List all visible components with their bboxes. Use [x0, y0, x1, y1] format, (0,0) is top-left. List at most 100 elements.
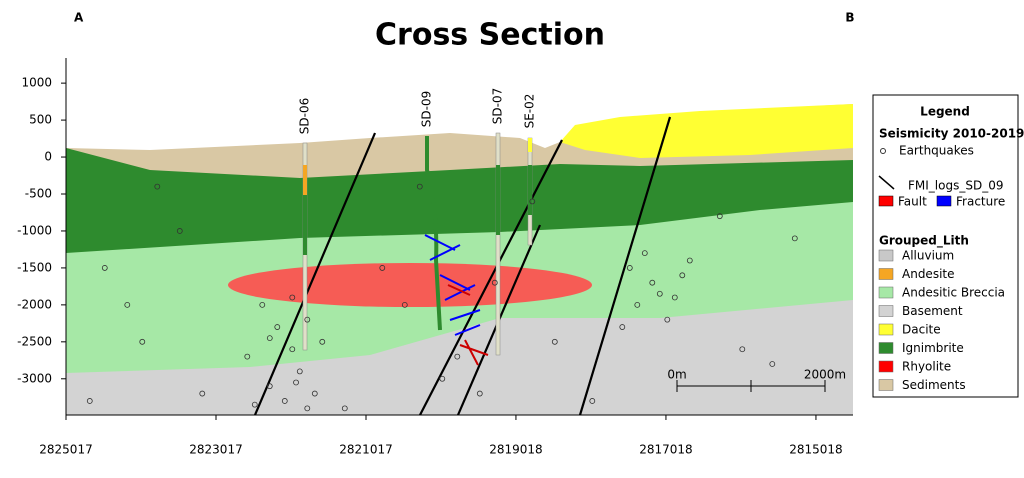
- legend-swatch: [878, 305, 894, 317]
- y-tick-label: -2500: [17, 334, 52, 348]
- x-tick-label: 2825017: [39, 443, 92, 457]
- earthquake: [289, 294, 296, 301]
- legend-label: Earthquakes: [899, 144, 974, 158]
- earthquake: [589, 398, 596, 404]
- fault: [253, 132, 377, 416]
- chart-title: Cross Section: [375, 18, 605, 53]
- x-tick-label: 2821017: [339, 443, 392, 457]
- legend-symbol: [878, 175, 895, 190]
- earthquake: [154, 183, 161, 190]
- earthquake: [716, 213, 723, 220]
- well-ignimbrite: [303, 195, 307, 255]
- fracture: [424, 234, 481, 336]
- legend-label: Dacite: [902, 323, 941, 337]
- fmi-logs: [424, 234, 489, 366]
- earthquake: [671, 294, 678, 301]
- earthquake: [251, 401, 258, 408]
- earthquake: [311, 390, 318, 397]
- well-label: SD-06: [298, 98, 312, 134]
- earthquake: [304, 405, 311, 412]
- x-tick-label: 2823017: [189, 443, 242, 457]
- legend-swatch: [878, 268, 894, 280]
- earthquake: [416, 183, 423, 190]
- x-tick-label: 2817018: [639, 443, 692, 457]
- earthquake: [259, 301, 266, 308]
- legend-label: Fracture: [956, 195, 1005, 209]
- well-label: SE-02: [523, 94, 537, 129]
- dacite: [560, 104, 853, 158]
- earthquake: [626, 265, 633, 271]
- earthquake: [769, 361, 776, 367]
- earthquake: [619, 324, 626, 330]
- scale-label: 0m: [667, 368, 686, 382]
- legend-label: Andesitic Breccia: [902, 286, 1005, 300]
- legend-swatch: [878, 195, 894, 207]
- y-tick-label: -500: [25, 187, 52, 201]
- well-label: SD-07: [491, 88, 505, 124]
- y-tick-label: -1500: [17, 260, 52, 274]
- earthquake: [341, 405, 348, 412]
- earthquake: [266, 335, 273, 342]
- earthquake: [476, 390, 483, 397]
- well-dacite: [528, 138, 532, 152]
- legend-label: Sediments: [902, 378, 966, 392]
- fault-log: [447, 284, 489, 366]
- legend-label: FMI_logs_SD_09: [908, 179, 1003, 193]
- earthquake: [791, 235, 798, 242]
- legend-label: Ignimbrite: [902, 341, 964, 355]
- earthquake: [101, 265, 108, 271]
- legend-box: [872, 94, 1019, 398]
- y-tick-label: -1000: [17, 223, 52, 237]
- geology: [66, 100, 853, 416]
- legend-label: Basement: [902, 304, 963, 318]
- earthquake: [266, 383, 273, 390]
- earthquake: [491, 279, 498, 286]
- earthquake: [139, 338, 146, 345]
- legend-swatch: [936, 195, 952, 207]
- legend-symbol: [880, 148, 886, 154]
- legend-swatch: [878, 342, 894, 354]
- earthquake: [529, 198, 536, 205]
- earthquake: [679, 272, 686, 279]
- well-andesite: [303, 165, 307, 195]
- earthquake: [274, 324, 281, 330]
- earthquake: [289, 346, 296, 353]
- earthquake: [454, 353, 461, 360]
- scale-bar: 0m 2000m: [667, 368, 846, 392]
- earthquake: [641, 250, 648, 257]
- y-tick-label: 500: [29, 113, 52, 127]
- legend-label: Alluvium: [902, 249, 954, 263]
- legend-swatch: [878, 286, 894, 299]
- earthquake: [319, 338, 326, 345]
- rhyolite-body: [228, 263, 592, 307]
- earthquake: [656, 290, 663, 297]
- legend-heading: Seismicity 2010-2019: [879, 127, 1024, 141]
- fault: [419, 139, 563, 416]
- y-tick-label: -3000: [17, 371, 52, 385]
- well: [495, 132, 501, 356]
- legend-swatch: [878, 249, 894, 262]
- earthquake: [379, 265, 386, 271]
- end-label: A: [74, 11, 84, 25]
- fault: [578, 116, 672, 416]
- well-label: SD-09: [420, 91, 434, 127]
- legend-label: Fault: [898, 195, 927, 209]
- legend: Legend Seismicity 2010-2019 Earthquakes …: [872, 94, 1024, 398]
- y-tick-label: 0: [44, 150, 52, 164]
- earthquake: [439, 375, 446, 382]
- earthquake: [551, 338, 558, 345]
- earthquake: [739, 346, 746, 353]
- earthquake: [281, 398, 288, 404]
- earthquake: [686, 257, 693, 264]
- scale-label: 2000m: [804, 368, 846, 382]
- x-tick-label: 2815018: [789, 443, 842, 457]
- earthquake: [86, 398, 93, 404]
- earthquake: [296, 368, 303, 375]
- earthquake: [244, 353, 251, 360]
- earthquake: [664, 316, 671, 323]
- legend-label: Rhyolite: [902, 360, 951, 374]
- legend-swatch: [878, 323, 894, 336]
- end-label: B: [845, 11, 854, 25]
- earthquake: [176, 228, 183, 234]
